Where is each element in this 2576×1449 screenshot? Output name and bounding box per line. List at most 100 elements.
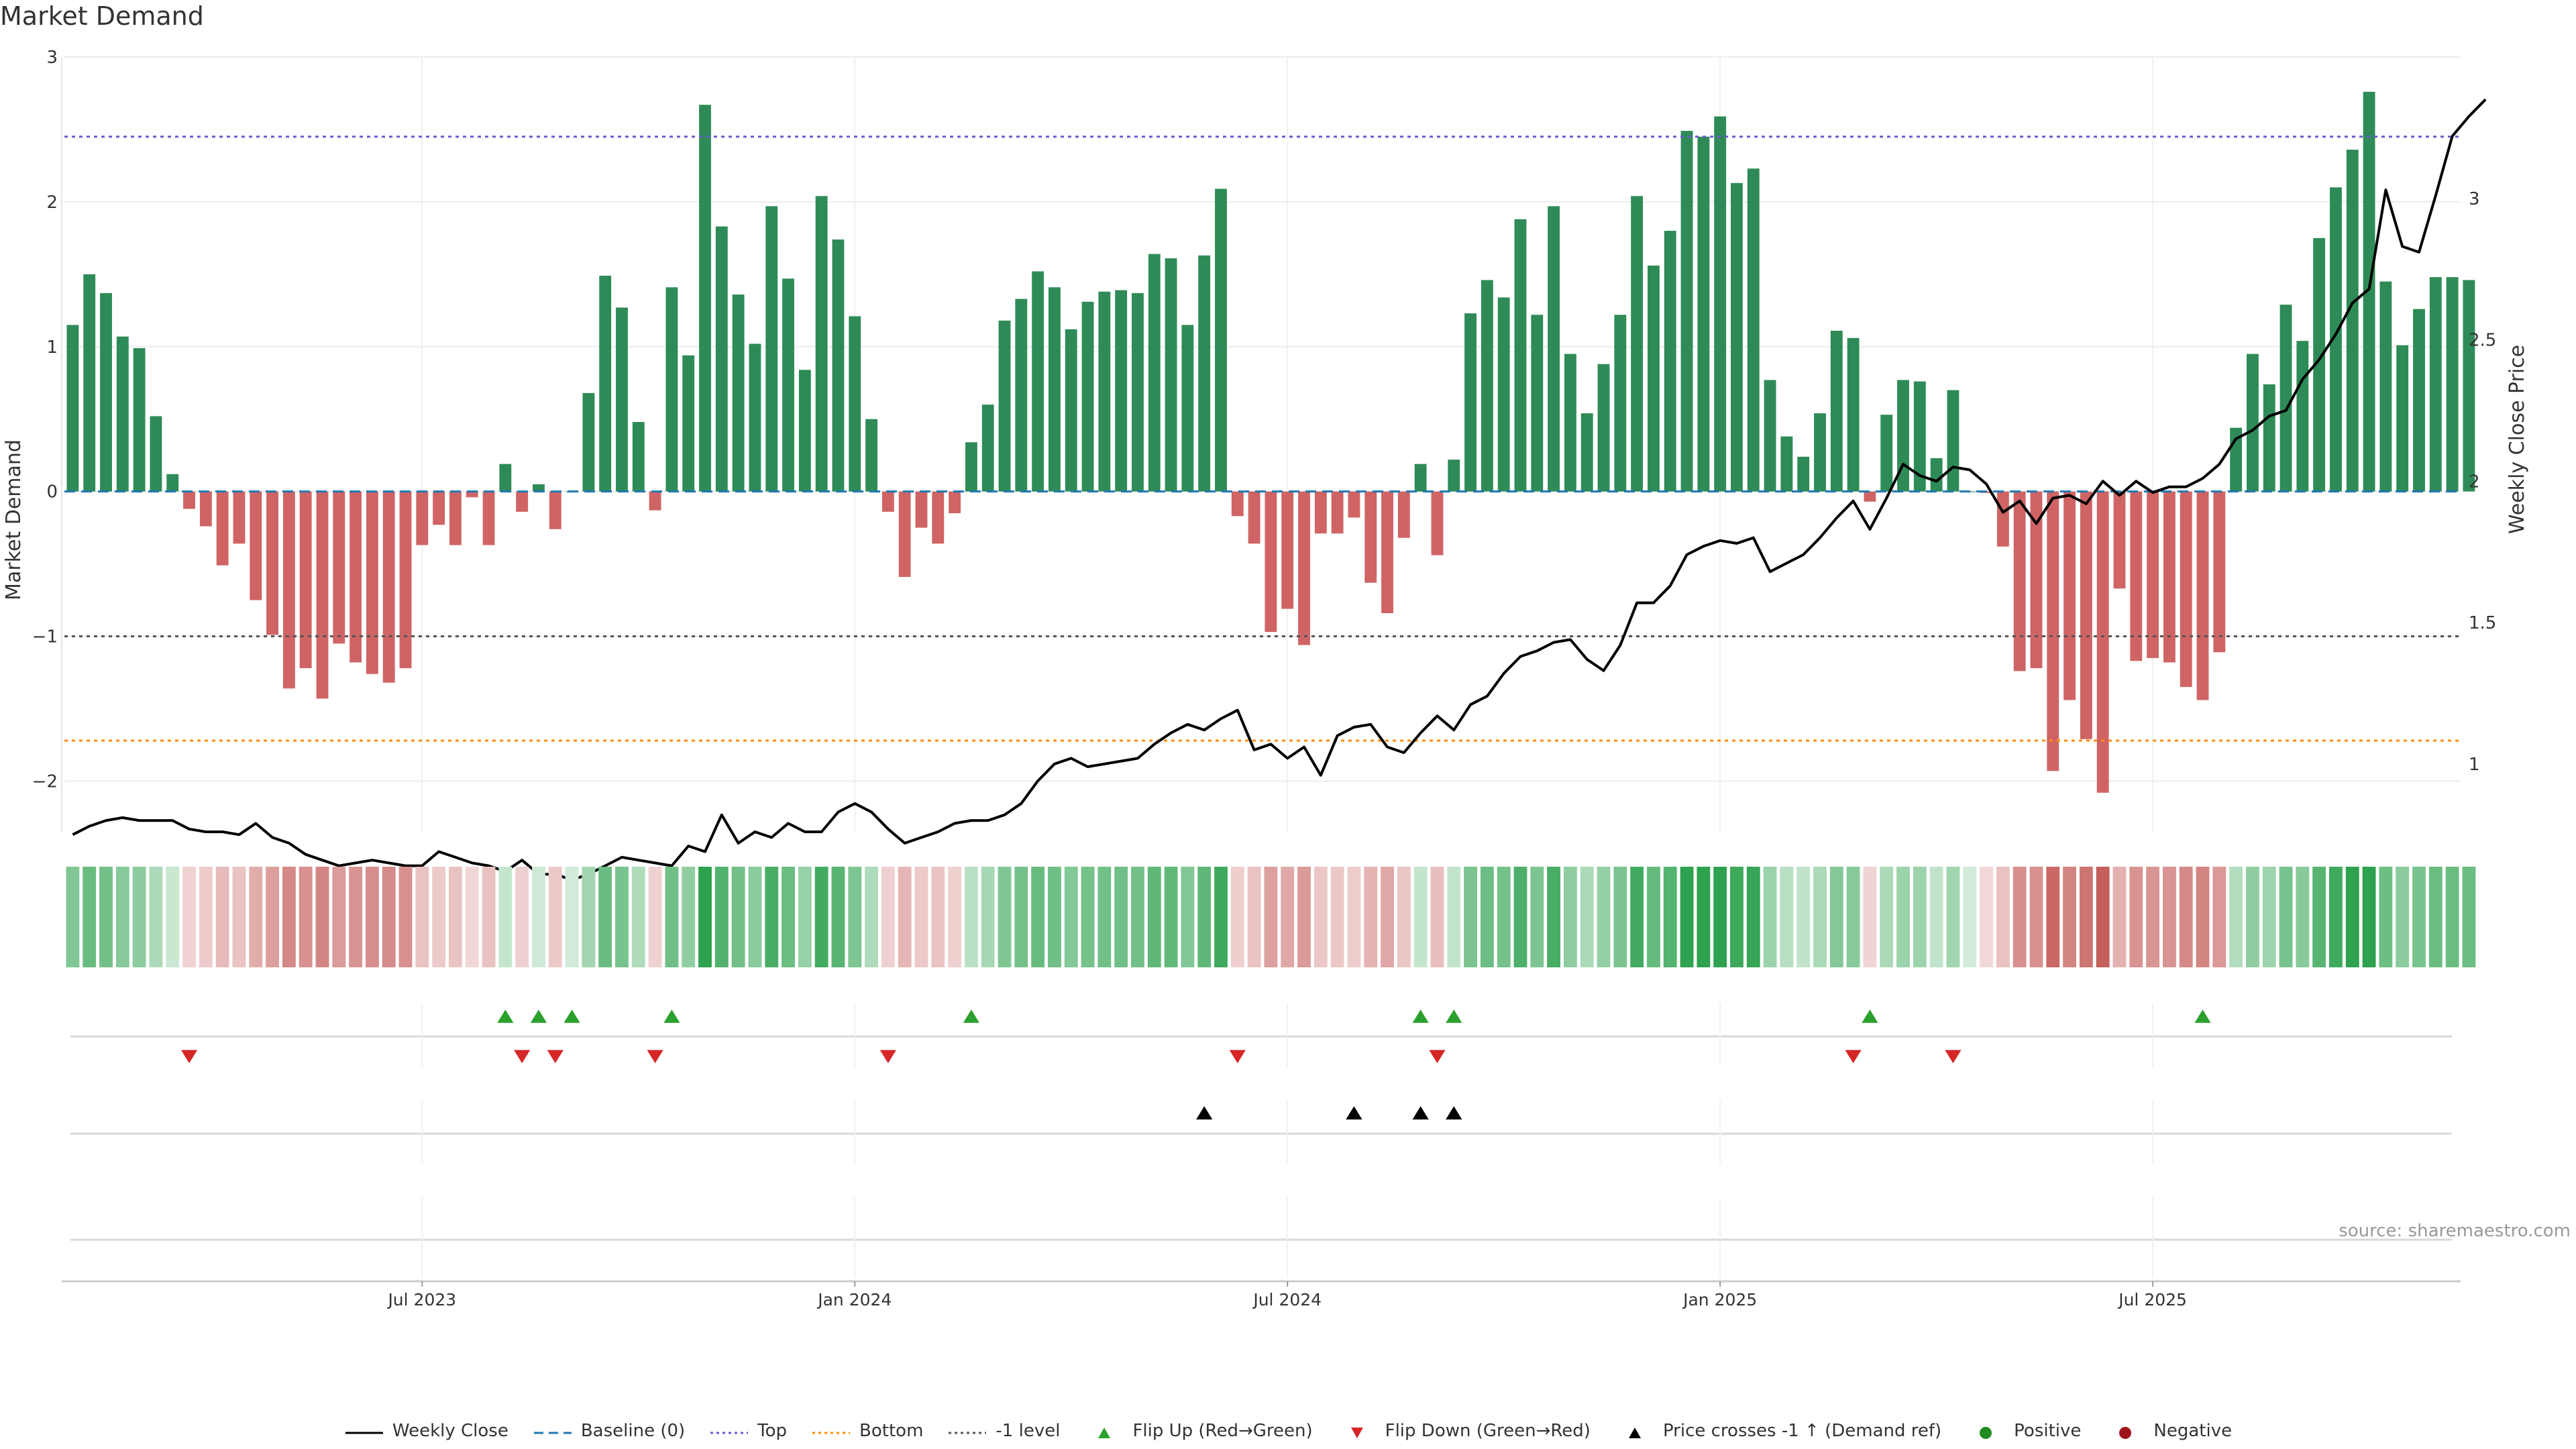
demand-bar xyxy=(216,491,229,566)
heat-cell xyxy=(1580,867,1594,967)
demand-bar xyxy=(2147,491,2159,658)
legend-item-minus-one: -1 level xyxy=(947,1421,1060,1441)
legend-label: Flip Up (Red→Green) xyxy=(1132,1421,1313,1441)
heat-cell xyxy=(2212,867,2226,967)
heat-cell xyxy=(698,867,712,967)
heat-cell xyxy=(1214,867,1228,967)
y2-tick-label: 1 xyxy=(2469,755,2480,775)
legend-item-bottom: Bottom xyxy=(811,1421,923,1441)
demand-bar xyxy=(1397,491,1410,538)
heat-cell xyxy=(631,867,645,967)
demand-bar xyxy=(2247,354,2259,492)
heat-cell xyxy=(1996,867,2010,967)
y-axis-label: Market Demand xyxy=(2,439,25,600)
heat-cell xyxy=(814,867,828,967)
demand-bar xyxy=(1215,189,1227,492)
demand-bar xyxy=(482,491,495,545)
demand-bar xyxy=(199,491,212,527)
demand-bar xyxy=(1631,196,1644,492)
demand-bar xyxy=(2063,491,2076,700)
bottom-swatch xyxy=(811,1424,851,1438)
heat-cell xyxy=(598,867,612,967)
heat-cell xyxy=(2246,867,2259,967)
demand-bar xyxy=(2363,91,2375,492)
demand-bar xyxy=(699,105,711,492)
heat-cell xyxy=(1131,867,1144,967)
demand-bar xyxy=(1148,254,1161,492)
legend-label: Flip Down (Green→Red) xyxy=(1385,1421,1591,1441)
demand-bar xyxy=(815,196,828,492)
legend-item-flip-down: Flip Down (Green→Red) xyxy=(1337,1421,1591,1441)
heat-cell xyxy=(2012,867,2027,967)
y2-tick-label: 3 xyxy=(2469,189,2480,209)
heat-cell xyxy=(1697,867,1711,967)
heat-cell xyxy=(931,867,945,967)
axes: 3 2 1 0 −1 −2 3 2.5 2 1.5 1 Market Demand Weekly Clo… xyxy=(2,48,2529,832)
heat-cell xyxy=(2312,867,2326,967)
heat-cell xyxy=(1780,867,1794,967)
demand-bar xyxy=(1248,491,1260,544)
demand-bar xyxy=(2263,384,2275,492)
demand-bar xyxy=(2413,309,2425,492)
demand-bar xyxy=(183,491,195,509)
heat-cell xyxy=(548,867,562,967)
demand-bar xyxy=(2180,491,2192,688)
demand-bar xyxy=(1032,271,1044,492)
heat-cell xyxy=(166,867,180,967)
heat-cell xyxy=(714,867,729,967)
heat-cell xyxy=(532,867,545,967)
demand-bar xyxy=(1497,297,1510,492)
demand-bar xyxy=(1198,255,1211,492)
heat-cell xyxy=(1647,867,1660,967)
x-tick-label: Jan 2024 xyxy=(816,1290,892,1309)
heat-cell xyxy=(1097,867,1112,967)
weekly-close-line xyxy=(72,98,2487,881)
heat-cell xyxy=(149,867,163,967)
heat-cell xyxy=(2146,867,2160,967)
price-cross-panel xyxy=(70,1100,2452,1164)
baseline-swatch xyxy=(533,1424,573,1438)
heat-cell xyxy=(865,867,878,967)
demand-bar xyxy=(1830,331,1843,492)
demand-bar xyxy=(1414,464,1427,492)
heat-cell xyxy=(1447,867,1461,967)
heat-cell xyxy=(1114,867,1128,967)
demand-bar xyxy=(865,419,877,492)
legend-label: Baseline (0) xyxy=(580,1421,686,1441)
heat-cell xyxy=(449,867,462,967)
heat-cell xyxy=(215,867,229,967)
demand-bar xyxy=(2296,341,2309,492)
demand-bar xyxy=(350,491,362,663)
x-axis: Jul 2023 Jan 2024 Jul 2024 Jan 2025 Jul 2025 xyxy=(62,1280,2461,1309)
heat-cell xyxy=(2345,867,2359,967)
demand-bar xyxy=(1298,491,1310,645)
empty-panel xyxy=(70,1197,2452,1278)
heat-cell xyxy=(1297,867,1311,967)
heat-cell xyxy=(1397,867,1411,967)
demand-bar xyxy=(1648,265,1660,492)
heat-cell xyxy=(1746,867,1760,967)
demand-bar xyxy=(649,491,661,511)
demand-bar xyxy=(782,278,794,492)
x-tick-label: Jul 2025 xyxy=(2117,1290,2187,1309)
heat-cell xyxy=(1048,867,1061,967)
heat-cell xyxy=(1031,867,1045,967)
demand-bar xyxy=(549,491,561,529)
flip-down-marker xyxy=(547,1050,564,1063)
legend-label: Positive xyxy=(2014,1421,2082,1441)
y2-tick-label: 1.5 xyxy=(2469,613,2496,633)
heat-cell xyxy=(565,867,579,967)
flip-up-marker xyxy=(663,1010,680,1023)
legend-item-flip-up: Flip Up (Red→Green) xyxy=(1084,1421,1313,1441)
heat-cell xyxy=(2162,867,2176,967)
demand-bar xyxy=(1132,292,1144,492)
top-swatch xyxy=(709,1424,749,1438)
heat-cell xyxy=(66,867,80,967)
x-tick-label: Jul 2023 xyxy=(386,1290,456,1309)
y-tick-label: 1 xyxy=(46,337,58,358)
y-tick-label: −1 xyxy=(32,627,58,647)
heat-cell xyxy=(1330,867,1344,967)
heat-cell xyxy=(382,867,396,967)
demand-bar xyxy=(299,491,312,669)
demand-bar xyxy=(1331,491,1344,534)
